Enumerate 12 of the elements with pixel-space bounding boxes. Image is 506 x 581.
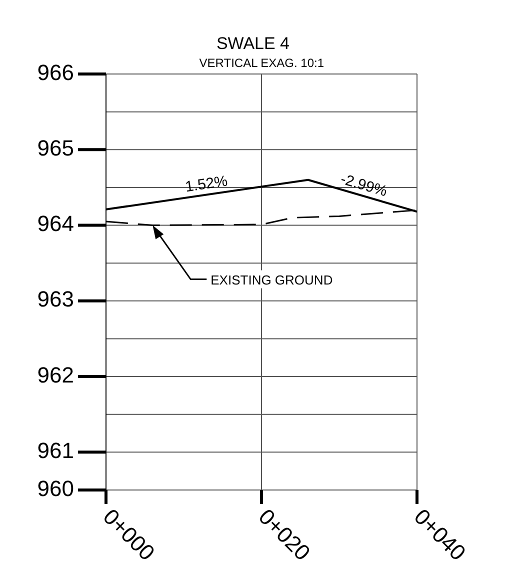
text: EXISTING GROUND (210, 272, 333, 288)
y-tick-label: 961 (37, 438, 74, 463)
annotation: -2.99% (338, 170, 390, 200)
annotation: 1.52% (184, 172, 229, 196)
y-tick-label: 966 (37, 60, 74, 85)
y-tick-label: 965 (37, 135, 74, 160)
y-tick-label: 962 (37, 362, 74, 388)
chart-subtitle: VERTICAL EXAG. 10:1 (199, 56, 324, 70)
y-tick-label: 960 (37, 476, 74, 501)
chart-title: SWALE 4 (215, 34, 291, 54)
y-tick-label: 964 (37, 211, 74, 236)
y-tick-label: 963 (37, 286, 74, 312)
